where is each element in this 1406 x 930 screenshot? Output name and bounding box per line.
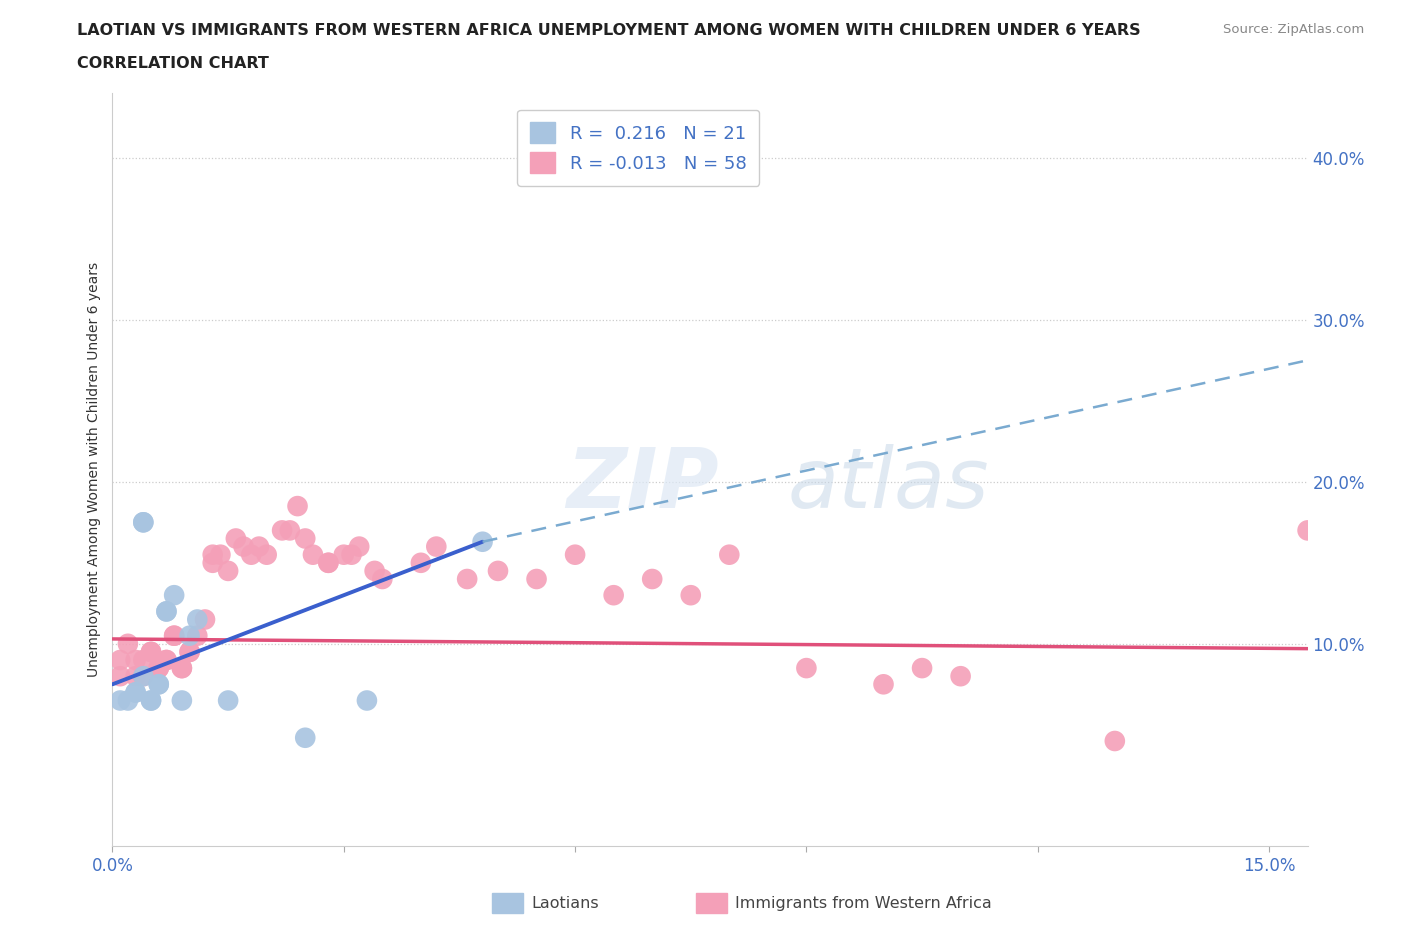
Point xyxy=(132,653,155,668)
Point xyxy=(371,572,394,587)
Point xyxy=(124,653,146,668)
Point xyxy=(186,629,208,644)
Point xyxy=(526,572,548,587)
Point xyxy=(294,531,316,546)
Point xyxy=(225,531,247,546)
Point xyxy=(949,669,972,684)
Point xyxy=(117,636,139,651)
Point xyxy=(170,660,193,675)
Point xyxy=(209,547,232,562)
Point xyxy=(318,555,340,570)
Point xyxy=(718,547,741,562)
Point xyxy=(278,523,301,538)
Point xyxy=(287,498,309,513)
Point xyxy=(108,653,131,668)
Y-axis label: Unemployment Among Women with Children Under 6 years: Unemployment Among Women with Children U… xyxy=(87,262,101,677)
Point xyxy=(911,660,934,675)
Point xyxy=(155,653,177,668)
Point xyxy=(409,555,432,570)
Point xyxy=(163,588,186,603)
Point xyxy=(363,564,385,578)
Point xyxy=(217,693,239,708)
Point xyxy=(170,693,193,708)
Point xyxy=(163,629,186,644)
Point xyxy=(139,693,162,708)
Point xyxy=(602,588,624,603)
Point xyxy=(132,669,155,684)
Point xyxy=(124,669,146,684)
Text: CORRELATION CHART: CORRELATION CHART xyxy=(77,56,269,71)
Point xyxy=(148,677,170,692)
Point xyxy=(564,547,586,562)
Point xyxy=(247,539,270,554)
Point xyxy=(186,612,208,627)
Point xyxy=(486,564,509,578)
Point xyxy=(256,547,278,562)
Point xyxy=(201,555,224,570)
Point xyxy=(240,547,263,562)
Point xyxy=(132,515,155,530)
Point xyxy=(124,685,146,700)
Point xyxy=(1296,523,1319,538)
Point xyxy=(148,677,170,692)
Text: ZIP: ZIP xyxy=(567,445,720,525)
Point xyxy=(425,539,447,554)
Point xyxy=(194,612,217,627)
Point xyxy=(170,660,193,675)
Point xyxy=(294,730,316,745)
Point xyxy=(179,644,201,659)
Point xyxy=(271,523,294,538)
Point xyxy=(471,535,494,550)
Point xyxy=(1104,734,1126,749)
Point xyxy=(139,644,162,659)
Text: Laotians: Laotians xyxy=(531,896,599,910)
Point xyxy=(108,693,131,708)
Point xyxy=(641,572,664,587)
Point xyxy=(117,693,139,708)
Point xyxy=(217,564,239,578)
Point xyxy=(340,547,363,562)
Text: Immigrants from Western Africa: Immigrants from Western Africa xyxy=(735,896,993,910)
Point xyxy=(302,547,325,562)
Point xyxy=(139,644,162,659)
Point xyxy=(124,685,146,700)
Point xyxy=(132,515,155,530)
Point xyxy=(148,660,170,675)
Point xyxy=(356,693,378,708)
Point xyxy=(139,693,162,708)
Point xyxy=(179,629,201,644)
Point xyxy=(155,604,177,618)
Point xyxy=(318,555,340,570)
Point xyxy=(347,539,370,554)
Point xyxy=(148,660,170,675)
Point xyxy=(108,669,131,684)
Point xyxy=(796,660,818,675)
Point xyxy=(163,629,186,644)
Point xyxy=(872,677,894,692)
Text: Source: ZipAtlas.com: Source: ZipAtlas.com xyxy=(1223,23,1364,36)
Point xyxy=(155,604,177,618)
Point xyxy=(155,653,177,668)
Text: atlas: atlas xyxy=(787,445,990,525)
Point xyxy=(132,669,155,684)
Legend: R =  0.216   N = 21, R = -0.013   N = 58: R = 0.216 N = 21, R = -0.013 N = 58 xyxy=(517,110,759,186)
Point xyxy=(333,547,356,562)
Point xyxy=(456,572,478,587)
Point xyxy=(201,547,224,562)
Text: LAOTIAN VS IMMIGRANTS FROM WESTERN AFRICA UNEMPLOYMENT AMONG WOMEN WITH CHILDREN: LAOTIAN VS IMMIGRANTS FROM WESTERN AFRIC… xyxy=(77,23,1140,38)
Point xyxy=(679,588,702,603)
Point xyxy=(232,539,254,554)
Point xyxy=(179,644,201,659)
